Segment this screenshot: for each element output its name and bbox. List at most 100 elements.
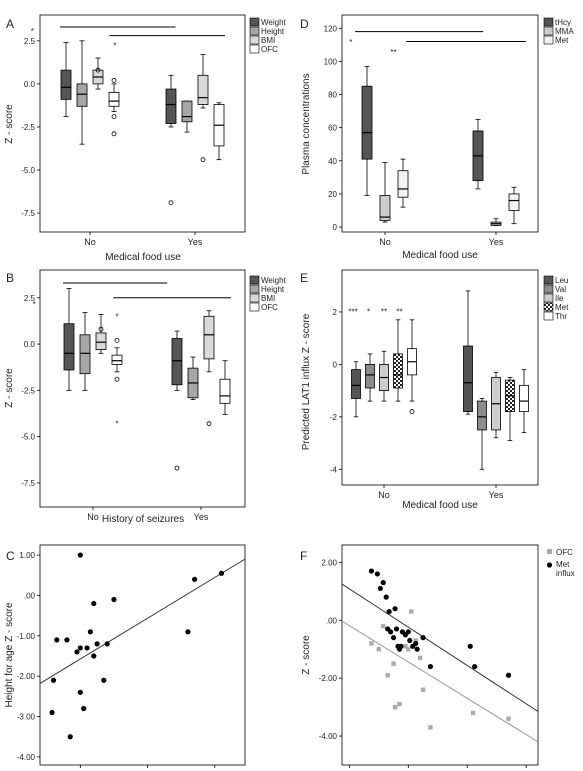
y-tick-label: -2.5: [21, 386, 35, 395]
box-ile: [379, 350, 389, 402]
box-iqr: [79, 334, 91, 375]
x-axis-label: History of seizures: [102, 514, 184, 525]
y-axis-label: Z - score: [301, 635, 312, 675]
data-point: [84, 645, 90, 651]
data-point: [74, 649, 80, 655]
legend-marker: [547, 549, 552, 554]
box-met: [505, 377, 515, 441]
fit-line: [341, 583, 539, 712]
data-point: [368, 568, 375, 574]
data-point: [414, 646, 420, 652]
significance-star: *: [367, 308, 370, 317]
legend-label: Val: [555, 285, 566, 294]
legend-swatch: [249, 26, 260, 36]
plot-frame: [39, 269, 246, 508]
data-point: [392, 606, 398, 612]
legend-swatch: [543, 275, 554, 285]
data-point: [191, 576, 198, 582]
box-height: [76, 40, 88, 145]
data-point: [407, 637, 413, 644]
box-height: [187, 356, 199, 401]
panel-f: F2.00.00-2.00-4.00Z - score.004.008.0012…: [300, 544, 575, 771]
box-iqr: [393, 353, 403, 389]
data-point: [104, 641, 110, 647]
data-point: [376, 647, 382, 652]
y-tick-label: .00: [24, 591, 36, 600]
data-point: [470, 710, 476, 716]
y-axis-label: Predicted LAT1 influx Z - score: [301, 313, 312, 450]
legend-label: OFC: [261, 45, 278, 54]
data-point: [87, 629, 94, 635]
outlier: [200, 157, 206, 163]
data-point: [77, 689, 83, 695]
box-ofc: **: [111, 312, 123, 429]
y-tick-label: 20: [328, 190, 337, 199]
legend-label: OFC: [556, 548, 573, 557]
x-category-label: No: [84, 237, 96, 247]
data-point: [94, 641, 100, 647]
outlier: [111, 131, 117, 137]
fit-line: [341, 620, 539, 743]
outlier: [409, 409, 415, 414]
significance-star: *: [31, 27, 34, 36]
legend-label: Height: [261, 285, 285, 294]
data-point: [413, 640, 419, 647]
data-point: [101, 677, 107, 683]
data-point: [81, 705, 87, 712]
y-tick-label: -3.00: [17, 713, 36, 722]
box-iqr: [508, 193, 520, 211]
panel-letter: C: [6, 549, 15, 563]
significance-star: **: [390, 48, 396, 57]
box-iqr: [197, 74, 209, 105]
box-ile: [491, 371, 501, 439]
legend-swatch: [543, 302, 554, 312]
data-point: [397, 702, 402, 707]
box-iqr: [477, 400, 487, 431]
box-iqr: [519, 384, 529, 412]
plot-frame: [341, 269, 539, 486]
extreme-outlier: *: [115, 312, 118, 321]
box-met: [393, 319, 403, 402]
legend-label: Met: [555, 303, 569, 312]
significance-star: **: [381, 308, 387, 317]
x-category-label: Yes: [489, 237, 504, 247]
legend-label: Leu: [555, 276, 568, 285]
y-tick-label: 60: [328, 124, 337, 133]
y-tick-label: 0: [333, 360, 338, 369]
box-bmi: [95, 314, 107, 354]
legend-label: Height: [261, 27, 285, 36]
data-point: [185, 629, 191, 635]
y-tick-label: 0.0: [24, 340, 36, 349]
data-point: [385, 626, 391, 632]
x-category-label: No: [379, 237, 391, 247]
outlier: [111, 114, 117, 120]
legend-swatch: [249, 302, 260, 312]
legend-swatch: [249, 35, 260, 45]
panel-d: D 0 20 40 60 80 100 120 Plasma concentrations No Y…: [300, 14, 574, 261]
y-tick-label: 120: [324, 24, 338, 33]
box-met: [508, 186, 520, 225]
outlier: [98, 326, 104, 332]
legend-swatch: [249, 293, 260, 303]
box-weight: [171, 330, 183, 471]
box-weight: [60, 42, 72, 118]
x-axis-label: Medical food use: [105, 252, 181, 263]
data-point: [467, 643, 473, 649]
box-iqr: [95, 332, 107, 351]
x-category-label: Yes: [188, 237, 203, 247]
y-tick-label: -7.5: [21, 209, 35, 218]
y-tick-label: -5.0: [21, 166, 35, 175]
data-point: [405, 629, 411, 635]
data-point: [50, 677, 57, 683]
box-bmi: [92, 57, 104, 90]
panel-letter: D: [300, 17, 309, 31]
y-tick-label: -7.5: [21, 479, 35, 488]
legend-swatch: [249, 44, 260, 54]
data-point: [380, 580, 386, 586]
box-met: [397, 158, 409, 208]
box-leu: [463, 290, 473, 415]
data-point: [393, 626, 400, 632]
box-thcy: [361, 65, 373, 196]
